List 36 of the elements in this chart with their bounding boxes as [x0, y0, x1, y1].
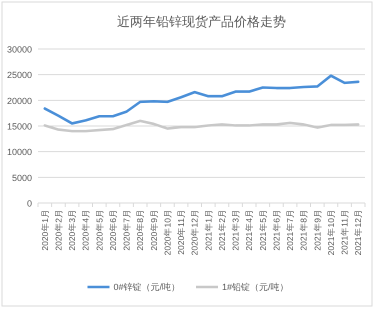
x-tick-label: 2021年4月 [244, 209, 254, 251]
x-tick-label: 2020年3月 [67, 209, 78, 251]
x-tick-label: 2021年5月 [258, 209, 268, 251]
x-tick-label: 2021年7月 [285, 209, 296, 251]
x-tick-label: 2021年3月 [230, 209, 241, 251]
x-tick-label: 2020年1月 [40, 209, 50, 251]
x-tick-label: 2021年2月 [216, 209, 227, 251]
chart-title: 近两年铅锌现货产品价格走势 [117, 14, 286, 29]
x-tick-label: 2020年9月 [148, 209, 159, 251]
y-tick-label: 10000 [6, 147, 32, 158]
y-tick-label: 15000 [6, 122, 32, 132]
x-tick-label: 2020年11月 [176, 209, 186, 255]
x-tick-label: 2021年8月 [298, 209, 309, 251]
x-tick-label: 2021年1月 [203, 209, 214, 251]
y-tick-label: 0 [26, 198, 32, 208]
x-tick-label: 2020年5月 [94, 209, 104, 251]
x-tick-label: 2021年11月 [340, 209, 350, 255]
x-tick-label: 2021年6月 [271, 209, 282, 251]
y-tick-label: 30000 [6, 44, 32, 54]
y-tick-label: 20000 [6, 96, 32, 106]
x-tick-label: 2021年10月 [326, 209, 336, 256]
x-tick-label: 2020年8月 [135, 209, 146, 251]
x-tick-label: 2020年2月 [53, 209, 64, 251]
legend-label: 1#铅锭（元/吨） [222, 282, 289, 292]
x-tick-label: 2021年9月 [312, 209, 322, 251]
x-tick-label: 2020年10月 [162, 209, 172, 256]
line-series [44, 120, 360, 132]
line-series [44, 74, 360, 125]
legend-label: 0#锌锭（元/吨） [113, 282, 180, 292]
x-tick-label: 2020年4月 [80, 209, 91, 251]
x-tick-label: 2021年12月 [353, 209, 364, 256]
x-tick-label: 2020年7月 [122, 209, 132, 251]
x-tick-label: 2020年6月 [108, 209, 118, 251]
y-tick-label: 5000 [12, 172, 32, 183]
x-tick-label: 2020年12月 [190, 209, 200, 256]
y-tick-label: 25000 [6, 70, 32, 80]
